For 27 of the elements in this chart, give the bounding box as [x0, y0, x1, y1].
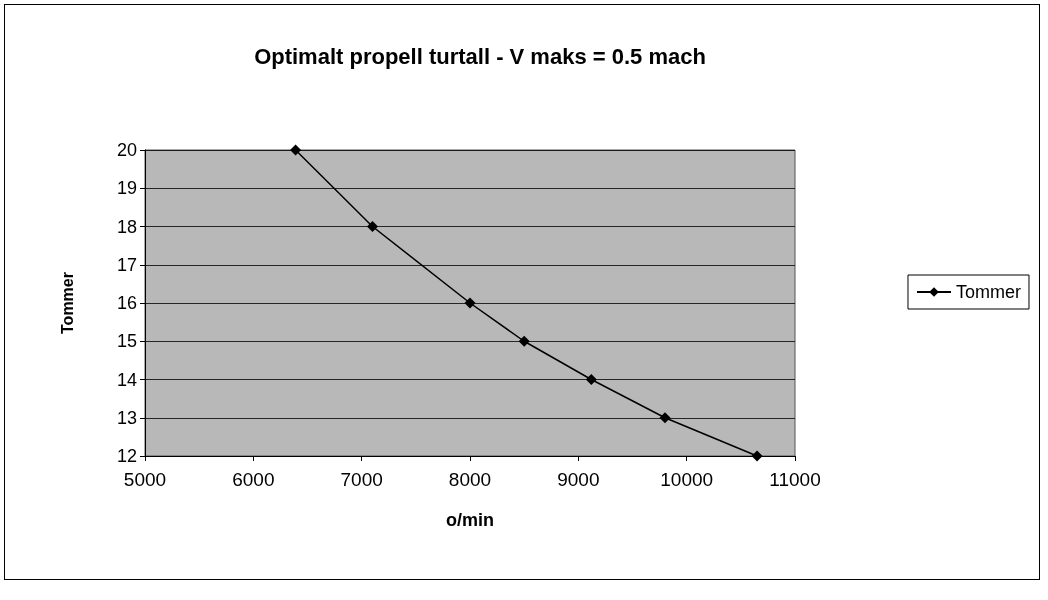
x-tick-label: 9000 [557, 469, 600, 490]
y-tick-label: 12 [116, 446, 137, 466]
point [464, 297, 476, 309]
y-tick-label: 14 [116, 369, 137, 390]
point [518, 335, 530, 347]
y-tick-label: 19 [116, 178, 137, 199]
point [290, 144, 302, 156]
x-axis-title: o/min [446, 510, 494, 530]
y-tick-label: 17 [116, 254, 137, 275]
y-tick-label: 16 [116, 293, 137, 313]
x-tick-label: 6000 [232, 469, 275, 490]
chart-title: Optimalt propell turtall - V maks = 0.5 mach [254, 43, 706, 69]
x-tick-label: 8000 [448, 469, 492, 490]
legend-label: Tommer [956, 282, 1022, 302]
point [585, 374, 597, 385]
y-tick-label: 13 [116, 407, 137, 428]
point [659, 412, 671, 424]
point [367, 221, 378, 232]
x-tick-label: 5000 [123, 469, 167, 490]
point [751, 450, 763, 462]
x-tick-label: 10000 [660, 469, 714, 490]
x-tick-label: 7000 [340, 469, 383, 490]
y-axis-title: Tommer [58, 272, 76, 334]
x-tick-label: 11000 [769, 469, 821, 490]
y-tick-label: 15 [116, 331, 137, 352]
y-tick-label: 20 [116, 140, 137, 160]
y-tick-label: 18 [116, 216, 137, 237]
